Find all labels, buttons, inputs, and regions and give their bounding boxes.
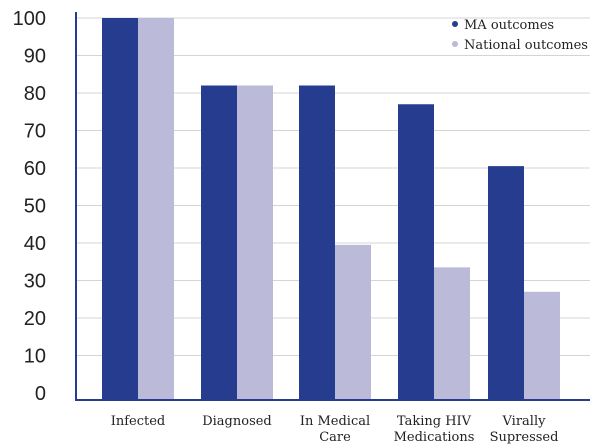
bar-ma-0 [102, 18, 138, 400]
bar-ma-2 [299, 85, 335, 400]
y-tick-label: 20 [24, 308, 46, 330]
bar-ma-3 [398, 104, 434, 400]
y-tick-label: 100 [13, 8, 46, 30]
x-tick-label-line: Virally [502, 414, 547, 429]
x-tick-label-line: In Medical [300, 414, 370, 429]
x-tick-label-line: Infected [111, 414, 166, 429]
legend-label: National outcomes [464, 38, 588, 53]
y-tick-label: 40 [24, 233, 46, 255]
y-tick-label: 10 [24, 346, 46, 368]
legend: MA outcomes National outcomes [452, 18, 588, 53]
x-tick-label: Infected [111, 414, 166, 429]
bar-national-4 [524, 291, 560, 400]
bar-national-1 [237, 85, 273, 400]
x-tick-label-line: Care [319, 430, 351, 445]
x-tick-labels: Infected Diagnosed In Medical Care Taking HI… [111, 414, 559, 445]
bar-national-3 [434, 267, 470, 400]
bar-national-0 [138, 18, 174, 400]
y-tick-label: 0 [35, 383, 46, 405]
y-tick-labels: 0 10 20 30 40 50 60 70 80 90 100 [13, 8, 46, 405]
x-tick-label: In Medical Care [300, 414, 370, 445]
y-tick-label: 80 [24, 83, 46, 105]
bar-ma-1 [201, 85, 237, 400]
x-tick-label-line: Supressed [490, 430, 559, 445]
axes [75, 12, 590, 401]
y-tick-label: 30 [24, 271, 46, 293]
bars [102, 18, 560, 400]
legend-label: MA outcomes [464, 18, 554, 33]
y-tick-label: 50 [24, 196, 46, 218]
bar-national-2 [335, 244, 371, 400]
legend-marker [452, 41, 458, 47]
y-tick-label: 70 [24, 121, 46, 143]
y-tick-label: 60 [24, 158, 46, 180]
legend-marker [452, 21, 458, 27]
x-tick-label-line: Diagnosed [202, 414, 272, 429]
x-tick-label: Taking HIV Medications [394, 414, 475, 445]
y-tick-label: 90 [24, 46, 46, 68]
x-tick-label-line: Taking HIV [397, 414, 472, 429]
x-tick-label-line: Medications [394, 430, 475, 445]
bar-ma-4 [488, 166, 524, 400]
x-tick-label: Diagnosed [202, 414, 272, 429]
x-tick-label: Virally Supressed [490, 414, 559, 445]
